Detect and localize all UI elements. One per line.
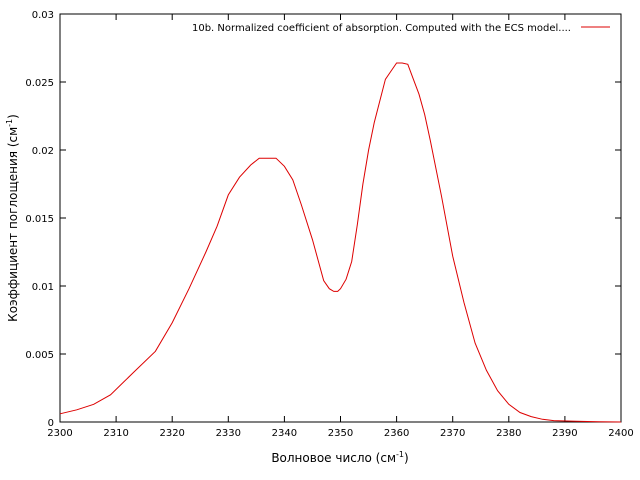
series-layer [59, 62, 622, 423]
x-tick-label: 2340 [272, 428, 297, 439]
x-tick-label: 2330 [216, 428, 241, 439]
x-tick-label: 2380 [496, 428, 521, 439]
y-tick-label: 0.025 [25, 78, 54, 89]
x-tick-label: 2390 [552, 428, 577, 439]
y-tick-label: 0.01 [32, 282, 54, 293]
y-tick-label: 0.03 [32, 10, 54, 21]
y-axis-label-superscript: -1 [5, 119, 14, 127]
y-tick-label: 0.015 [25, 214, 54, 225]
x-tick-label: 2300 [47, 428, 72, 439]
x-tick-label: 2400 [608, 428, 633, 439]
x-axis-label-text: Волновое число (см [271, 451, 396, 465]
x-tick-label: 2320 [159, 428, 184, 439]
x-tick-label: 2370 [440, 428, 465, 439]
y-axis-label-suffix: ) [6, 114, 20, 119]
legend-label: 10b. Normalized coefficient of absorptio… [192, 23, 571, 34]
x-axis-label-superscript: -1 [396, 450, 404, 459]
y-axis-label: Коэффициент поглощения (см-1) [5, 114, 20, 322]
legend: 10b. Normalized coefficient of absorptio… [192, 23, 610, 34]
x-tick-label: 2360 [384, 428, 409, 439]
plot-border [59, 13, 622, 423]
y-axis-label-text: Коэффициент поглощения (см [6, 127, 20, 322]
series-line [59, 62, 622, 423]
y-tick-label: 0.02 [32, 146, 54, 157]
x-axis-ticks: 2300 2310 2320 2330 2340 2350 2360 2370 2380 2390… [47, 14, 634, 439]
y-axis-ticks: 0 0.005 0.01 0.015 0.02 0.025 0.03 [25, 10, 621, 429]
y-tick-label: 0.005 [25, 350, 54, 361]
x-axis-label: Волновое число (см-1) [271, 450, 408, 465]
x-axis-label-suffix: ) [404, 451, 409, 465]
y-tick-label: 0 [48, 418, 54, 429]
x-tick-label: 2350 [328, 428, 353, 439]
x-tick-label: 2310 [103, 428, 128, 439]
